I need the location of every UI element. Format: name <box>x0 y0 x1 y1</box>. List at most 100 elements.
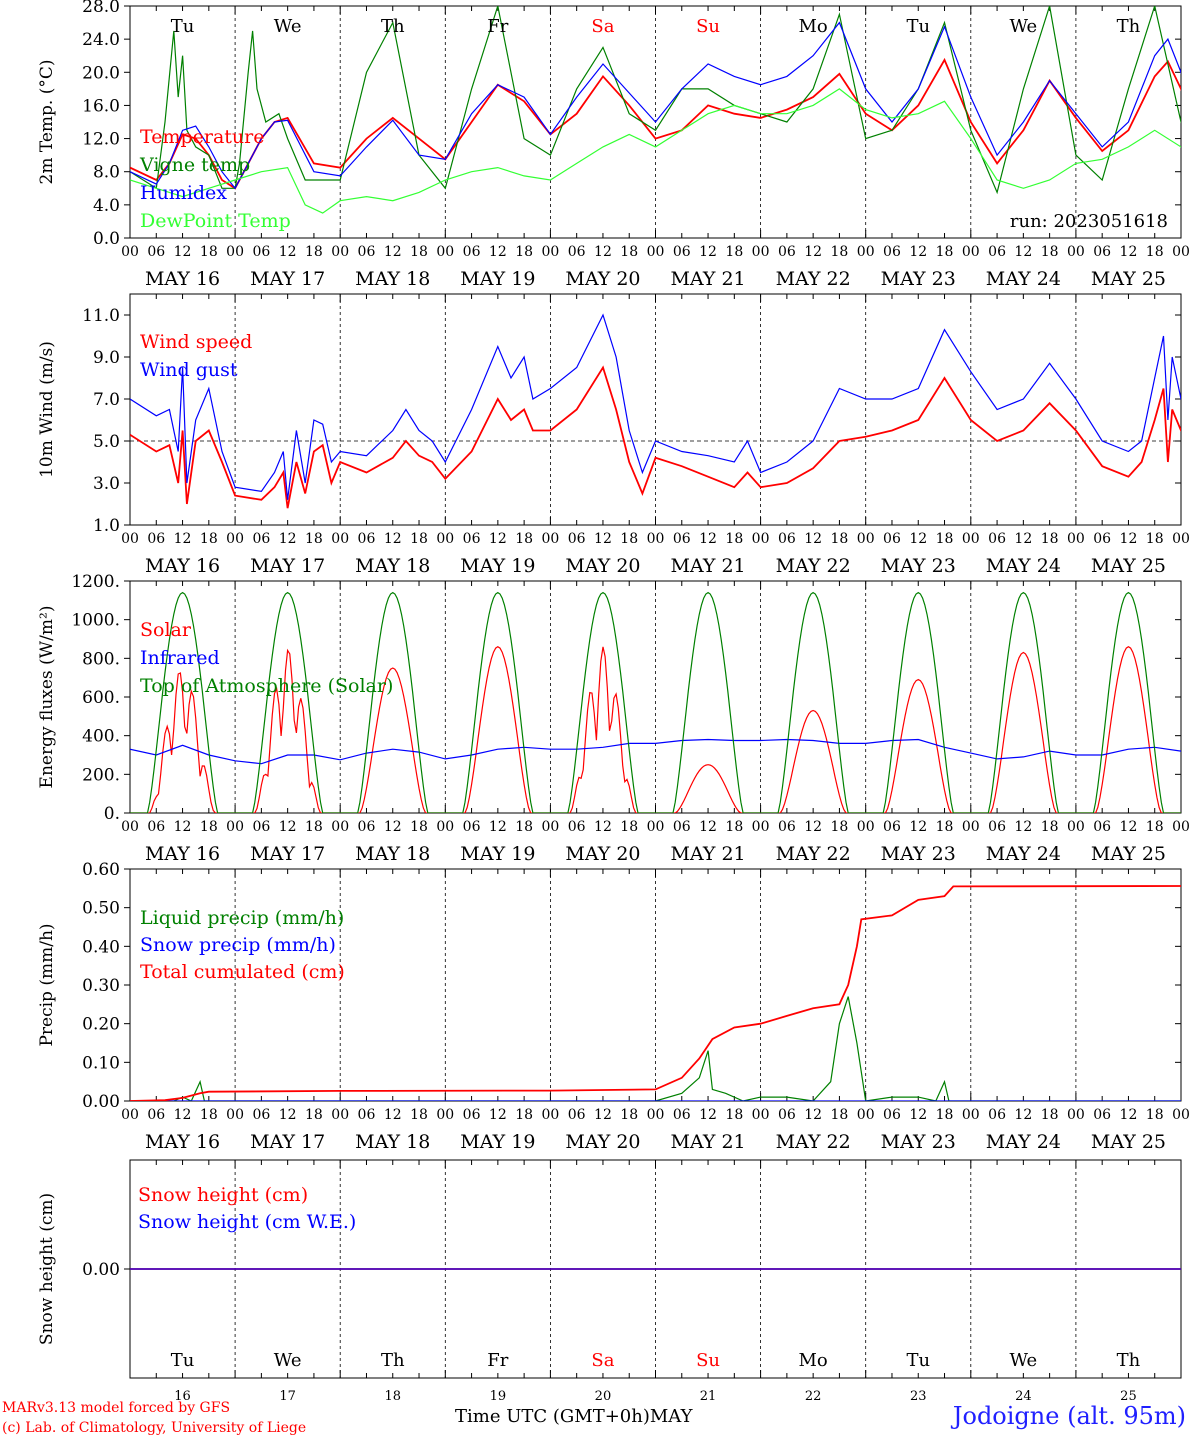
wind-legend-1: Wind gust <box>140 359 238 381</box>
wind-series-0-line <box>130 365 1181 509</box>
precip-hour-label: 06 <box>1093 1107 1111 1123</box>
temperature-series-2-line <box>130 21 1181 190</box>
temperature-date-label: MAY 22 <box>776 268 851 290</box>
precip-hour-label: 12 <box>804 1107 822 1123</box>
precip-hour-label: 00 <box>121 1107 139 1123</box>
precip-hour-label: 00 <box>962 1107 980 1123</box>
energy-date-label: MAY 22 <box>776 843 851 865</box>
energy-hour-label: 00 <box>857 819 875 835</box>
precip-ytick-label: 0.40 <box>82 937 120 957</box>
wind-hour-label: 00 <box>1067 531 1085 547</box>
precip-hour-label: 12 <box>1120 1107 1138 1123</box>
wind-date-label: MAY 25 <box>1091 555 1166 577</box>
precip-hour-label: 06 <box>988 1107 1006 1123</box>
temperature-date-label: MAY 24 <box>986 268 1061 290</box>
temperature-hour-label: 18 <box>1041 244 1059 260</box>
temperature-hour-label: 12 <box>909 244 927 260</box>
wind-hour-label: 12 <box>594 531 612 547</box>
precip-hour-label: 18 <box>620 1107 638 1123</box>
wind-hour-label: 18 <box>936 531 954 547</box>
energy-hour-label: 18 <box>1041 819 1059 835</box>
temperature-hour-label: 00 <box>331 244 349 260</box>
temperature-hour-label: 12 <box>1014 244 1032 260</box>
snow-weekday-label: Tu <box>171 1350 195 1371</box>
wind-hour-label: 06 <box>358 531 376 547</box>
energy-date-label: MAY 16 <box>145 843 220 865</box>
wind-series-group <box>130 313 1181 509</box>
energy-hour-label: 00 <box>436 819 454 835</box>
wind-ytick-label: 7.0 <box>93 390 120 410</box>
wind-ytick-label: 1.0 <box>93 516 120 536</box>
energy-hour-label: 12 <box>909 819 927 835</box>
precip-ylabel: Precip (mm/h) <box>37 923 57 1046</box>
energy-hour-label: 18 <box>1146 819 1164 835</box>
wind-hour-label: 00 <box>647 531 665 547</box>
snow-day-number: 22 <box>805 1389 822 1404</box>
temperature-legend-1: Vigne temp <box>139 154 250 176</box>
temperature-hour-label: 18 <box>831 244 849 260</box>
temperature-series-group <box>130 6 1181 214</box>
snow-day-number: 23 <box>910 1389 927 1404</box>
precip-hour-label: 18 <box>200 1107 218 1123</box>
wind-hour-label: 06 <box>568 531 586 547</box>
snow-weekday-label: Th <box>381 1350 405 1371</box>
temperature-hour-label: 18 <box>410 244 428 260</box>
temperature-ytick-label: 8.0 <box>93 163 120 183</box>
energy-hour-label: 00 <box>1172 819 1190 835</box>
temperature-hour-label: 06 <box>147 244 165 260</box>
precip-date-label: MAY 23 <box>881 1131 956 1153</box>
temperature-weekday-label: Fr <box>487 16 508 37</box>
temperature-hour-label: 00 <box>541 244 559 260</box>
temperature-hour-label: 00 <box>647 244 665 260</box>
energy-ytick-label: 0. <box>104 804 120 824</box>
precip-hour-label: 12 <box>1014 1107 1032 1123</box>
precip-hour-label: 18 <box>515 1107 533 1123</box>
wind-date-label: MAY 19 <box>460 555 535 577</box>
precip-hour-label: 12 <box>909 1107 927 1123</box>
wind-hour-label: 06 <box>673 531 691 547</box>
temperature-legend-3: DewPoint Temp <box>140 210 291 232</box>
energy-hour-label: 12 <box>174 819 192 835</box>
temperature-date-label: MAY 21 <box>670 268 745 290</box>
precip-date-label: MAY 21 <box>670 1131 745 1153</box>
energy-legend-2: Top of Atmosphere (Solar) <box>140 675 393 697</box>
temperature-date-label: MAY 19 <box>460 268 535 290</box>
temperature-weekday-label: Th <box>381 16 405 37</box>
temperature-hour-label: 00 <box>962 244 980 260</box>
temperature-date-label: MAY 20 <box>565 268 640 290</box>
snow-weekday-label: Sa <box>591 1350 614 1371</box>
wind-hour-label: 00 <box>1172 531 1190 547</box>
temperature-series-3-line <box>130 88 1181 214</box>
temperature-hour-label: 06 <box>252 244 270 260</box>
precip-ytick-label: 0.30 <box>82 976 120 996</box>
precip-series-2-line <box>130 885 1181 1101</box>
energy-hour-label: 06 <box>883 819 901 835</box>
wind-hour-label: 18 <box>200 531 218 547</box>
energy-date-label: MAY 23 <box>881 843 956 865</box>
x-axis-title: Time UTC (GMT+0h)MAY <box>455 1406 692 1427</box>
energy-legend-1: Infrared <box>140 647 220 669</box>
wind-panel: 1.0 3.0 5.0 7.0 9.0 11.0 10m Wind (m/s) 00 06 12 1… <box>37 293 1190 577</box>
temperature-hour-label: 12 <box>699 244 717 260</box>
wind-hour-label: 18 <box>305 531 323 547</box>
temperature-hour-label: 06 <box>358 244 376 260</box>
temperature-hour-label: 00 <box>1172 244 1190 260</box>
precip-hour-label: 00 <box>1067 1107 1085 1123</box>
wind-hour-label: 12 <box>174 531 192 547</box>
wind-hour-label: 12 <box>804 531 822 547</box>
temperature-ylabel: 2m Temp. (°C) <box>37 59 57 184</box>
wind-hour-label: 12 <box>384 531 402 547</box>
temperature-hour-label: 06 <box>883 244 901 260</box>
precip-ytick-label: 0.10 <box>82 1053 120 1073</box>
temperature-hour-label: 12 <box>1120 244 1138 260</box>
energy-ytick-label: 1000. <box>71 611 120 631</box>
wind-hour-label: 00 <box>121 531 139 547</box>
energy-series-1-line <box>130 738 1181 765</box>
precip-hour-label: 12 <box>594 1107 612 1123</box>
temperature-ytick-label: 16.0 <box>82 96 120 116</box>
wind-legend-0: Wind speed <box>140 331 252 353</box>
energy-hour-label: 12 <box>279 819 297 835</box>
wind-date-label: MAY 17 <box>250 555 325 577</box>
snow-day-number: 24 <box>1015 1389 1032 1404</box>
temperature-hour-label: 12 <box>489 244 507 260</box>
